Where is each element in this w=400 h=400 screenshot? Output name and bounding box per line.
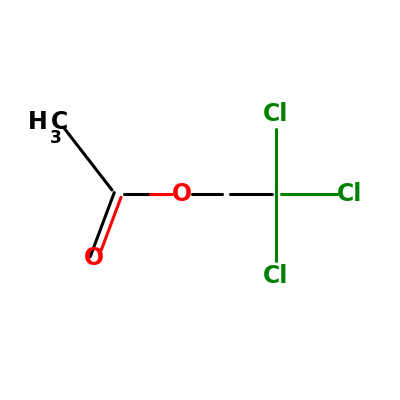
- Text: O: O: [84, 246, 104, 270]
- Text: O: O: [172, 182, 192, 206]
- Text: H: H: [28, 110, 48, 134]
- Text: Cl: Cl: [263, 102, 289, 126]
- Text: 3: 3: [50, 129, 62, 147]
- Text: Cl: Cl: [337, 182, 363, 206]
- Text: C: C: [50, 110, 68, 134]
- Text: Cl: Cl: [263, 264, 289, 288]
